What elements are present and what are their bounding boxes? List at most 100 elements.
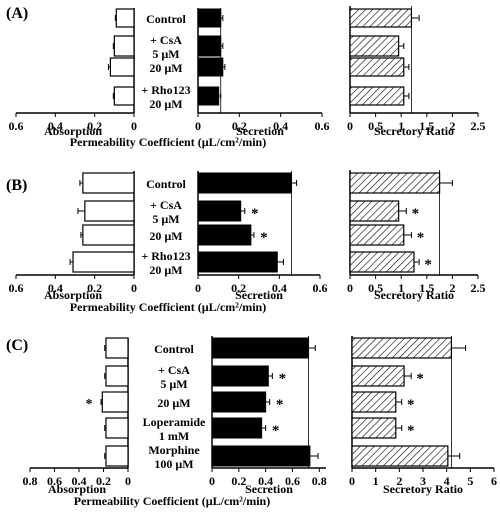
category-label: + CsA: [150, 33, 182, 47]
category-sublabel: 5 µM: [152, 47, 179, 61]
category-label: Control: [154, 342, 194, 356]
absorption-tick-label: 0: [131, 281, 137, 295]
secretion-tick-label: 0: [195, 281, 201, 295]
ratio-tick-label: 2: [396, 474, 402, 488]
ratio-significance: *: [407, 423, 415, 439]
absorption-bar: [105, 365, 129, 387]
ratio-label: Secretory Ratio: [374, 288, 454, 302]
secretion-tick-label: 0: [195, 119, 201, 133]
secretion-significance: *: [279, 371, 287, 387]
ratio-bar: [349, 200, 400, 222]
ratio-tick-label: 2.5: [471, 281, 486, 295]
category-label: Morphine: [148, 443, 200, 457]
ratio-significance: *: [416, 371, 424, 387]
absorption-bar: [84, 200, 135, 222]
ratio-tick-label: 6: [491, 474, 497, 488]
ratio-bar: [351, 445, 449, 467]
secretion-bar: [197, 57, 224, 77]
absorption-bar: [101, 391, 129, 413]
ratio-significance: *: [407, 397, 415, 413]
absorption-tick-label: 0.4: [48, 281, 63, 295]
absorption-label: Absorption: [44, 124, 102, 138]
absorption-bar: [82, 224, 135, 246]
absorption-bar: [82, 172, 135, 194]
absorption-tick-label: 0.2: [96, 474, 111, 488]
ratio-tick-label: 0.5: [368, 281, 383, 295]
secretion-tick-label: 0.4: [272, 281, 287, 295]
ratio-tick-label: 1: [398, 119, 404, 133]
category-label: + CsA: [158, 363, 190, 377]
absorption-tick-label: 0.2: [87, 119, 102, 133]
category-label: + Rho123: [141, 249, 190, 263]
absorption-tick-label: 0.6: [9, 119, 24, 133]
category-label: 20 µM: [149, 61, 182, 75]
absorption-bar: [105, 417, 129, 439]
ratio-tick-label: 1: [373, 474, 379, 488]
category-sublabel: 100 µM: [154, 457, 193, 471]
absorption-bar: [113, 86, 135, 106]
secretion-bar: [197, 172, 293, 194]
category-label: Control: [146, 12, 186, 26]
secretion-tick-label: 0.2: [232, 119, 247, 133]
secretion-bar: [197, 251, 278, 273]
ratio-bar: [349, 224, 405, 246]
secretion-tick-label: 0.6: [285, 474, 300, 488]
category-label: Loperamide: [143, 415, 206, 429]
secretion-bar: [197, 8, 222, 28]
ratio-bar: [351, 417, 397, 439]
ratio-tick-label: 2: [449, 281, 455, 295]
absorption-bar: [115, 8, 135, 28]
secretion-bar: [211, 391, 267, 413]
ratio-significance: *: [412, 206, 420, 222]
secretion-tick-label: 0.4: [258, 474, 273, 488]
secretion-significance: *: [272, 423, 280, 439]
permeability-axis-title: Permeability Coefficient (µL/cm²/min): [74, 494, 270, 508]
ratio-significance: *: [424, 257, 432, 273]
absorption-tick-label: 0.6: [47, 474, 62, 488]
category-sublabel: 1 mM: [159, 429, 189, 443]
absorption-bar: [105, 337, 129, 359]
panel-label: (C): [6, 337, 28, 354]
ratio-bar: [349, 57, 405, 77]
category-sublabel: 5 µM: [160, 377, 187, 391]
ratio-bar: [349, 8, 413, 28]
absorption-bar: [105, 445, 129, 467]
secretion-bar: [197, 224, 252, 246]
secretion-label: Secretion: [245, 482, 293, 496]
category-label: Control: [146, 177, 186, 191]
ratio-tick-label: 0.5: [368, 119, 383, 133]
ratio-bar: [349, 172, 441, 194]
ratio-bar: [351, 391, 397, 413]
category-label: + CsA: [150, 198, 182, 212]
secretion-bar: [211, 445, 311, 467]
absorption-bar: [113, 35, 135, 57]
absorption-tick-label: 0.4: [72, 474, 87, 488]
absorption-tick-label: 0: [125, 474, 131, 488]
secretion-tick-label: 0.6: [315, 119, 330, 133]
ratio-tick-label: 5: [467, 474, 473, 488]
secretion-bar: [197, 200, 242, 222]
secretion-tick-label: 0.2: [231, 281, 246, 295]
absorption-bar: [109, 57, 135, 77]
ratio-bar: [349, 86, 405, 106]
absorption-tick-label: 0.2: [87, 281, 102, 295]
absorption-tick-label: 0: [131, 119, 137, 133]
ratio-label: Secretory Ratio: [374, 124, 454, 138]
secretion-tick-label: 0: [209, 474, 215, 488]
absorption-tick-label: 0.8: [23, 474, 38, 488]
ratio-bar: [349, 35, 400, 57]
category-sublabel: 20 µM: [149, 97, 182, 111]
secretion-bar: [211, 365, 269, 387]
secretion-label: Secretion: [235, 288, 283, 302]
secretion-bar: [197, 86, 220, 106]
category-sublabel: 5 µM: [152, 212, 179, 226]
absorption-label: Absorption: [44, 288, 102, 302]
secretion-bar: [211, 417, 263, 439]
ratio-tick-label: 0: [347, 281, 353, 295]
secretion-tick-label: 0.6: [313, 281, 328, 295]
panel-label: (B): [6, 177, 27, 194]
secretion-label: Secretion: [236, 124, 284, 138]
